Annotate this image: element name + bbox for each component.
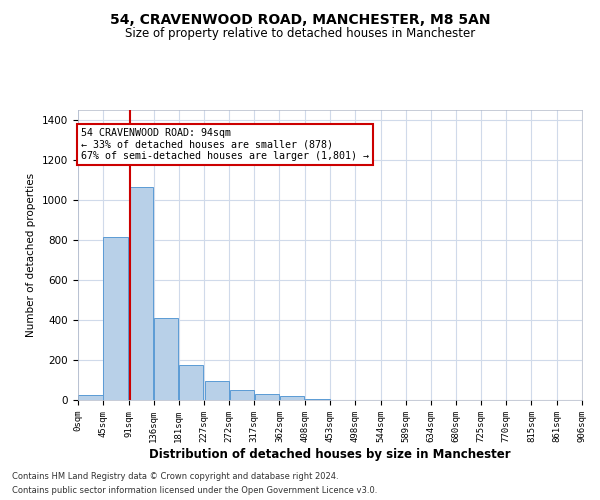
Bar <box>179 365 203 400</box>
Bar <box>103 237 128 400</box>
Bar <box>205 381 229 400</box>
Text: 54 CRAVENWOOD ROAD: 94sqm
← 33% of detached houses are smaller (878)
67% of semi: 54 CRAVENWOOD ROAD: 94sqm ← 33% of detac… <box>82 128 370 161</box>
Text: Contains HM Land Registry data © Crown copyright and database right 2024.: Contains HM Land Registry data © Crown c… <box>12 472 338 481</box>
Text: Contains public sector information licensed under the Open Government Licence v3: Contains public sector information licen… <box>12 486 377 495</box>
Bar <box>78 395 103 400</box>
Bar <box>154 318 178 400</box>
Text: Size of property relative to detached houses in Manchester: Size of property relative to detached ho… <box>125 28 475 40</box>
Bar <box>129 187 154 400</box>
Bar <box>280 396 304 400</box>
X-axis label: Distribution of detached houses by size in Manchester: Distribution of detached houses by size … <box>149 448 511 460</box>
Bar <box>305 399 330 400</box>
Y-axis label: Number of detached properties: Number of detached properties <box>26 173 37 337</box>
Text: 54, CRAVENWOOD ROAD, MANCHESTER, M8 5AN: 54, CRAVENWOOD ROAD, MANCHESTER, M8 5AN <box>110 12 490 26</box>
Bar <box>254 394 279 400</box>
Bar <box>230 390 254 400</box>
